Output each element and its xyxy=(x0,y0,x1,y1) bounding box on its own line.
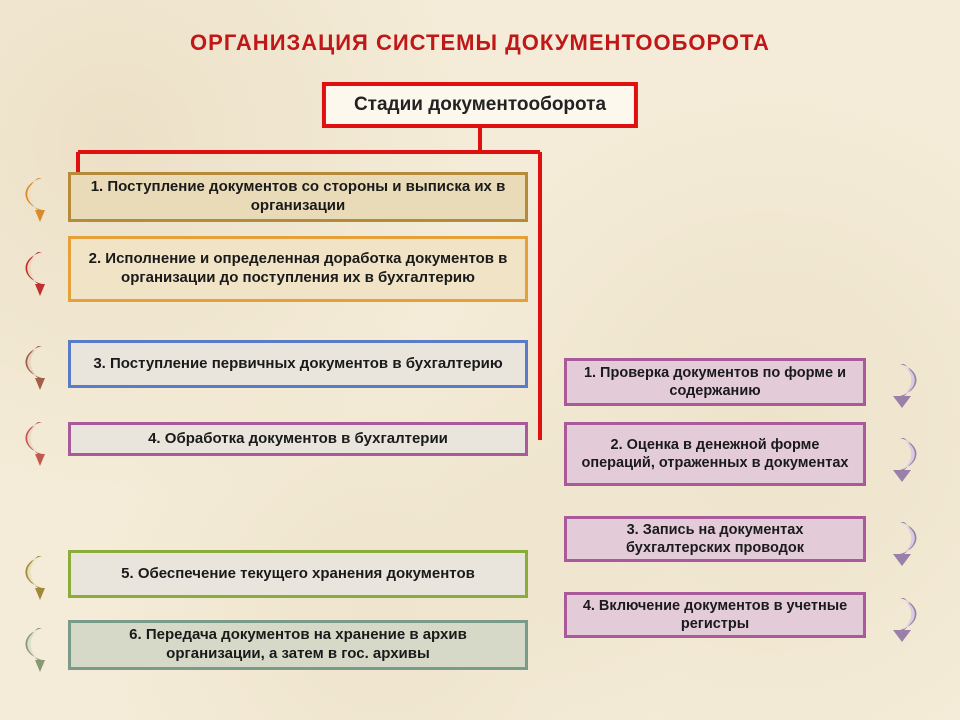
main-title: ОРГАНИЗАЦИЯ СИСТЕМЫ ДОКУМЕНТООБОРОТА xyxy=(0,0,960,56)
stage-2: 2. Исполнение и определенная доработка д… xyxy=(68,236,528,302)
substage-3: 3. Запись на документах бухгалтерских пр… xyxy=(564,516,866,562)
stage-3: 3. Поступление первичных документов в бу… xyxy=(68,340,528,388)
flow-arrow-right-icon xyxy=(893,364,917,408)
substage-4: 4. Включение документов в учетные регист… xyxy=(564,592,866,638)
stages-header: Стадии документооборота xyxy=(322,82,638,128)
stage-6: 6. Передача документов на хранение в арх… xyxy=(68,620,528,670)
substage-1: 1. Проверка документов по форме и содерж… xyxy=(564,358,866,406)
flow-arrow-icon xyxy=(26,252,46,296)
flow-arrow-right-icon xyxy=(893,598,917,642)
flow-arrow-right-icon xyxy=(893,438,917,482)
stage-5: 5. Обеспечение текущего хранения докумен… xyxy=(68,550,528,598)
flow-arrow-icon xyxy=(26,628,46,672)
substage-2: 2. Оценка в денежной форме операций, отр… xyxy=(564,422,866,486)
flow-arrow-icon xyxy=(26,178,46,222)
flow-arrow-icon xyxy=(26,422,46,466)
flow-arrow-right-icon xyxy=(893,522,917,566)
flow-arrow-icon xyxy=(26,346,46,390)
stage-4: 4. Обработка документов в бухгалтерии xyxy=(68,422,528,456)
flow-arrow-icon xyxy=(26,556,46,600)
stage-1: 1. Поступление документов со стороны и в… xyxy=(68,172,528,222)
